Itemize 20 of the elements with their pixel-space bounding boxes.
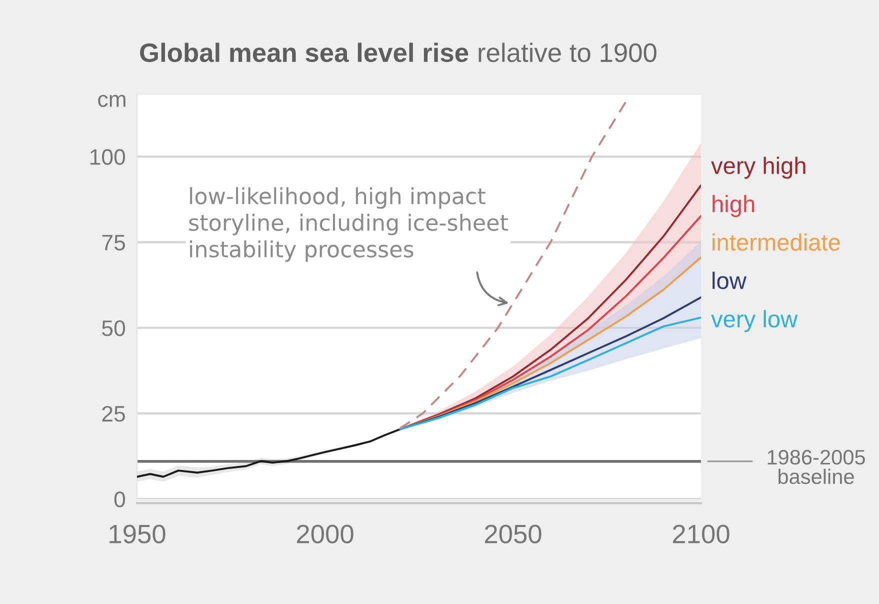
y-tick-label: 75 [102,234,125,250]
series-label: high [712,195,754,218]
x-tick-label: 1950 [110,524,166,544]
chart-subtitle: relative to 1900 [478,42,656,62]
series-label: very high [711,156,806,179]
y-tick-label: 25 [102,406,125,422]
series-label: very low [711,310,798,332]
ref-line-label: 1986-2005 baseline [768,450,865,484]
x-tick-label: 2100 [672,524,730,544]
chart-title: Global mean sea level rise [140,42,468,62]
annotation: low-likelihood, high impact storyline, including ice-sheet instability processes [189,187,508,262]
y-tick-label: 0 [114,492,126,508]
y-tick-label: 100 [90,149,126,165]
series-label: low [712,272,746,290]
y-axis-title: cm [98,94,126,108]
y-tick-label: 50 [102,320,126,336]
line-series [399,316,701,430]
x-tick-label: 2050 [484,524,542,544]
x-tick-label: 2000 [296,524,354,544]
series-label: intermediate [712,233,840,251]
